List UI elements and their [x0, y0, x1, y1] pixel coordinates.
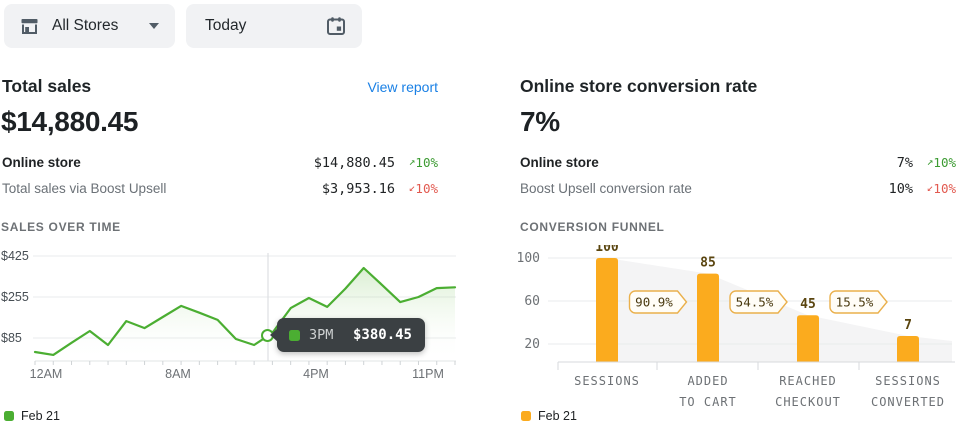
chart-tooltip: 3PM $380.45	[270, 318, 425, 352]
svg-text:7: 7	[904, 318, 912, 333]
conversion-rate-value: 7%	[520, 106, 560, 137]
date-selector-label: Today	[205, 17, 247, 34]
tooltip-value: $380.45	[352, 327, 412, 343]
svg-text:15.5%: 15.5%	[836, 295, 874, 310]
y-axis-label: $255	[1, 290, 29, 304]
legend-swatch	[521, 411, 531, 421]
metric-delta: ↗10%	[408, 155, 438, 170]
metric-label: Online store	[2, 155, 81, 170]
metric-label: Total sales via Boost Upsell	[2, 181, 167, 196]
calendar-icon	[326, 16, 346, 36]
conversion-rate-title: Online store conversion rate	[520, 76, 758, 96]
legend-label: Feb 21	[538, 409, 577, 423]
series-swatch	[289, 329, 300, 341]
conversion-funnel-chart[interactable]: 100 85 45 7 90.9% 54.5% 15.5%	[520, 245, 960, 371]
conversion-funnel-heading: CONVERSION FUNNEL	[520, 220, 665, 234]
trend-arrow-icon: ↗	[926, 155, 934, 168]
x-axis-label: 12AM	[29, 367, 63, 381]
sales-over-time-heading: SALES OVER TIME	[1, 220, 121, 234]
metric-delta: ↙10%	[408, 181, 438, 196]
metric-value: 7%	[896, 155, 913, 171]
x-axis-label: 11PM	[412, 367, 444, 381]
total-sales-value: $14,880.45	[1, 106, 139, 137]
y-axis-label: 20	[524, 337, 540, 352]
x-axis-label: 8AM	[165, 367, 191, 381]
metric-value: 10%	[888, 181, 913, 197]
x-axis-label: 4PM	[303, 367, 329, 381]
svg-text:90.9%: 90.9%	[635, 295, 673, 310]
legend-swatch	[4, 411, 14, 421]
svg-text:100: 100	[595, 245, 619, 255]
metric-value: $3,953.16	[321, 181, 395, 197]
store-selector-label: All Stores	[52, 17, 119, 34]
sales-legend: Feb 21	[4, 409, 60, 423]
metric-row: Online store 7% ↗10%	[520, 155, 956, 175]
y-axis-label: 100	[516, 251, 540, 266]
sales-line-chart[interactable]	[0, 245, 460, 371]
metric-row: Total sales via Boost Upsell $3,953.16 ↙…	[2, 181, 438, 201]
metric-label: Boost Upsell conversion rate	[520, 181, 692, 196]
y-axis-label: $425	[1, 249, 29, 263]
metric-row: Online store $14,880.45 ↗10%	[2, 155, 438, 175]
store-selector-button[interactable]: All Stores	[4, 4, 175, 48]
funnel-legend: Feb 21	[521, 409, 577, 423]
y-axis-label: $85	[1, 331, 22, 345]
legend-label: Feb 21	[21, 409, 60, 423]
y-axis-label: 60	[524, 294, 540, 309]
view-report-link[interactable]: View report	[367, 79, 438, 95]
trend-arrow-icon: ↗	[408, 155, 416, 168]
svg-text:85: 85	[700, 256, 716, 271]
metric-label: Online store	[520, 155, 599, 170]
chevron-down-icon	[149, 23, 159, 29]
svg-text:54.5%: 54.5%	[736, 295, 774, 310]
date-selector-button[interactable]: Today	[186, 4, 362, 48]
svg-text:45: 45	[800, 297, 816, 312]
tooltip-time: 3PM	[309, 327, 334, 343]
funnel-category-label: ADDED TO CART	[679, 374, 737, 409]
funnel-category-label: SESSIONS CONVERTED	[870, 374, 946, 409]
metric-value: $14,880.45	[313, 155, 395, 171]
funnel-category-label: SESSIONS	[574, 374, 640, 388]
trend-arrow-icon: ↙	[408, 181, 416, 194]
metric-delta: ↙10%	[926, 181, 956, 196]
store-icon	[20, 17, 39, 36]
funnel-category-label: REACHED CHECKOUT	[775, 374, 841, 409]
trend-arrow-icon: ↙	[926, 181, 934, 194]
metric-row: Boost Upsell conversion rate 10% ↙10%	[520, 181, 956, 201]
total-sales-title: Total sales	[2, 76, 92, 96]
metric-delta: ↗10%	[926, 155, 956, 170]
